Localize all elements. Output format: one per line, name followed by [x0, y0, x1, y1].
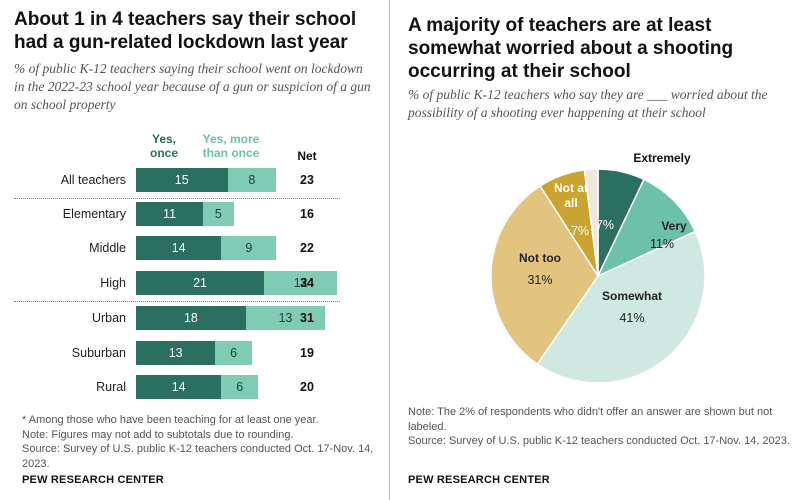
pie-category-label: Extremely [633, 151, 691, 165]
row-label: All teachers [60, 173, 126, 187]
bar-yes-more-than-once: 8 [227, 168, 277, 192]
net-value: 20 [300, 380, 314, 394]
right-notes: Note: The 2% of respondents who didn't o… [408, 405, 803, 449]
bar-yes-once: 14 [136, 375, 222, 399]
right-chart-panel: A majority of teachers are at least some… [392, 0, 812, 500]
left-notes: * Among those who have been teaching for… [22, 413, 382, 471]
panel-divider [389, 0, 390, 500]
note-source: Source: Survey of U.S. public K-12 teach… [22, 443, 374, 470]
row-label: Suburban [71, 346, 126, 360]
bar-yes-once: 14 [136, 236, 222, 260]
pie-category-label: Very [661, 219, 687, 233]
bar-yes-once: 11 [136, 202, 204, 226]
left-chart-subtitle: % of public K-12 teachers saying their s… [14, 61, 371, 112]
bar-yes-once: 18 [136, 306, 246, 330]
right-chart-subtitle: % of public K-12 teachers who say they a… [408, 87, 768, 120]
net-value: 19 [300, 346, 314, 360]
note-asterisk: * Among those who have been teaching for… [22, 414, 319, 426]
pie-category-label: Somewhat [602, 289, 662, 303]
bar-yes-more-than-once: 9 [221, 236, 277, 260]
pie-chart: Extremely 7% Very 11% Somewhat 41% Not too 31% N… [490, 151, 706, 384]
row-label: Elementary [62, 207, 126, 221]
pie-slice-very [596, 178, 697, 278]
pie-slice-not-too [490, 184, 599, 366]
left-chart-title: About 1 in 4 teachers say their school h… [14, 9, 357, 53]
row-label: Middle [89, 241, 126, 255]
net-value: 23 [300, 173, 314, 187]
bar-yes-once: 15 [136, 168, 228, 192]
pie-value-label: 41% [619, 311, 644, 325]
bar-yes-once: 13 [136, 341, 216, 365]
legend-yes-once: Yes, once [149, 132, 178, 160]
pie-value-label: 31% [527, 273, 552, 287]
left-chart-panel: About 1 in 4 teachers say their school h… [0, 0, 388, 500]
bar-yes-more-than-once: 13 [245, 306, 326, 330]
pie-slice-somewhat [536, 230, 706, 384]
row-label: High [100, 276, 126, 290]
net-value: 31 [300, 311, 314, 325]
right-brand-logo: PEW RESEARCH CENTER [408, 474, 550, 486]
net-value: 34 [300, 276, 314, 290]
pie-category-label: Not at all [554, 181, 588, 210]
bar-yes-more-than-once: 5 [203, 202, 234, 226]
bar-yes-more-than-once: 6 [221, 375, 258, 399]
pie-value-label: 11% [650, 237, 674, 251]
group-separator [14, 301, 340, 302]
note-rounding: Note: Figures may not add to subtotals d… [22, 428, 294, 441]
pie-value-label: 7% [596, 218, 614, 232]
note-source: Source: Survey of U.S. public K-12 teach… [408, 435, 790, 447]
legend-yes-more-than-once: Yes, more than once [202, 132, 260, 160]
bar-yes-more-than-once: 6 [215, 341, 252, 365]
group-separator [14, 198, 340, 199]
bar-yes-more-than-once: 12 [264, 271, 338, 295]
row-label: Urban [91, 311, 126, 325]
row-label: Rural [96, 380, 126, 394]
left-brand-logo: PEW RESEARCH CENTER [22, 474, 164, 486]
bar-yes-once: 21 [136, 271, 265, 295]
net-value: 22 [300, 241, 314, 255]
pie-slice-no-answer [583, 168, 599, 277]
net-value: 16 [300, 207, 314, 221]
note-unlabeled: Note: The 2% of respondents who didn't o… [408, 406, 773, 433]
net-header: Net [297, 149, 317, 163]
right-chart-title: A majority of teachers are at least some… [408, 15, 734, 82]
pie-category-label: Not too [519, 251, 561, 265]
pie-value-label: 7% [571, 224, 589, 238]
